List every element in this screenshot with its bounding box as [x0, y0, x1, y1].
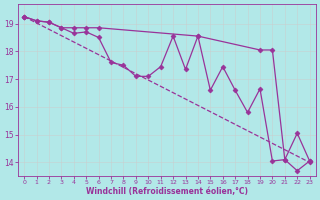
X-axis label: Windchill (Refroidissement éolien,°C): Windchill (Refroidissement éolien,°C) [86, 187, 248, 196]
